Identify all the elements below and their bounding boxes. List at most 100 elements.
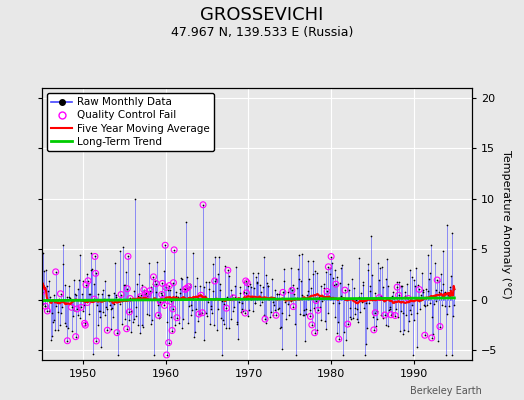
Point bbox=[340, 329, 348, 336]
Point bbox=[289, 303, 298, 310]
Point bbox=[227, 287, 235, 293]
Point bbox=[171, 322, 179, 328]
Point bbox=[275, 305, 283, 311]
Point bbox=[154, 312, 162, 318]
Point bbox=[90, 281, 98, 288]
Point bbox=[228, 308, 237, 314]
Point bbox=[110, 301, 118, 307]
Point bbox=[406, 267, 414, 274]
Point bbox=[141, 290, 150, 296]
Point bbox=[211, 278, 219, 284]
Point bbox=[62, 294, 71, 300]
Point bbox=[263, 280, 271, 286]
Point bbox=[101, 312, 110, 318]
Point bbox=[390, 299, 399, 305]
Point bbox=[193, 274, 201, 281]
Point bbox=[168, 327, 176, 334]
Point bbox=[167, 314, 176, 320]
Point bbox=[75, 252, 84, 258]
Point bbox=[358, 282, 367, 288]
Point bbox=[82, 282, 90, 288]
Point bbox=[217, 297, 226, 304]
Point bbox=[143, 311, 151, 317]
Point bbox=[140, 291, 149, 298]
Point bbox=[123, 286, 132, 292]
Point bbox=[230, 304, 238, 310]
Point bbox=[38, 288, 46, 295]
Point bbox=[106, 302, 114, 309]
Point bbox=[66, 283, 74, 290]
Point bbox=[257, 289, 265, 296]
Point bbox=[311, 268, 320, 274]
Point bbox=[136, 330, 144, 336]
Point bbox=[294, 266, 302, 272]
Point bbox=[397, 307, 406, 314]
Point bbox=[152, 280, 160, 287]
Point bbox=[421, 332, 429, 338]
Point bbox=[103, 327, 112, 334]
Point bbox=[132, 313, 140, 320]
Point bbox=[417, 292, 425, 298]
Point bbox=[323, 288, 331, 294]
Point bbox=[370, 290, 379, 297]
Point bbox=[102, 304, 110, 310]
Point bbox=[331, 314, 340, 321]
Point bbox=[231, 283, 239, 289]
Point bbox=[179, 316, 187, 322]
Point bbox=[130, 196, 139, 202]
Point bbox=[264, 283, 272, 290]
Point bbox=[125, 309, 134, 315]
Point bbox=[356, 308, 364, 315]
Point bbox=[91, 253, 99, 260]
Point bbox=[99, 308, 107, 315]
Point bbox=[92, 270, 100, 276]
Point bbox=[270, 302, 278, 308]
Point bbox=[89, 350, 97, 357]
Point bbox=[162, 352, 171, 358]
Point bbox=[162, 284, 170, 291]
Point bbox=[48, 310, 57, 316]
Point bbox=[328, 260, 336, 266]
Point bbox=[191, 329, 200, 335]
Point bbox=[233, 319, 242, 326]
Point bbox=[439, 248, 447, 254]
Point bbox=[169, 306, 177, 312]
Point bbox=[119, 244, 127, 250]
Point bbox=[386, 304, 394, 310]
Point bbox=[146, 288, 154, 294]
Point bbox=[301, 338, 309, 344]
Point bbox=[445, 303, 453, 310]
Point bbox=[373, 316, 381, 322]
Point bbox=[418, 270, 426, 276]
Point bbox=[159, 297, 167, 303]
Point bbox=[126, 295, 134, 302]
Point bbox=[190, 334, 198, 340]
Point bbox=[330, 267, 339, 274]
Point bbox=[362, 300, 370, 306]
Point bbox=[346, 305, 355, 311]
Point bbox=[125, 309, 134, 315]
Point bbox=[138, 322, 147, 328]
Point bbox=[170, 247, 178, 253]
Point bbox=[149, 274, 158, 280]
Point bbox=[412, 265, 420, 271]
Point bbox=[43, 308, 52, 314]
Point bbox=[242, 278, 250, 284]
Point bbox=[403, 327, 412, 334]
Point bbox=[123, 326, 131, 332]
Point bbox=[402, 312, 410, 318]
Point bbox=[299, 312, 307, 318]
Point bbox=[81, 322, 90, 328]
Point bbox=[250, 300, 259, 306]
Point bbox=[285, 312, 293, 318]
Point bbox=[447, 352, 456, 358]
Point bbox=[305, 307, 314, 313]
Point bbox=[336, 264, 345, 271]
Point bbox=[248, 294, 256, 300]
Point bbox=[195, 283, 204, 289]
Point bbox=[99, 287, 107, 294]
Point bbox=[450, 302, 458, 309]
Point bbox=[124, 253, 132, 260]
Point bbox=[201, 293, 209, 299]
Point bbox=[175, 320, 183, 326]
